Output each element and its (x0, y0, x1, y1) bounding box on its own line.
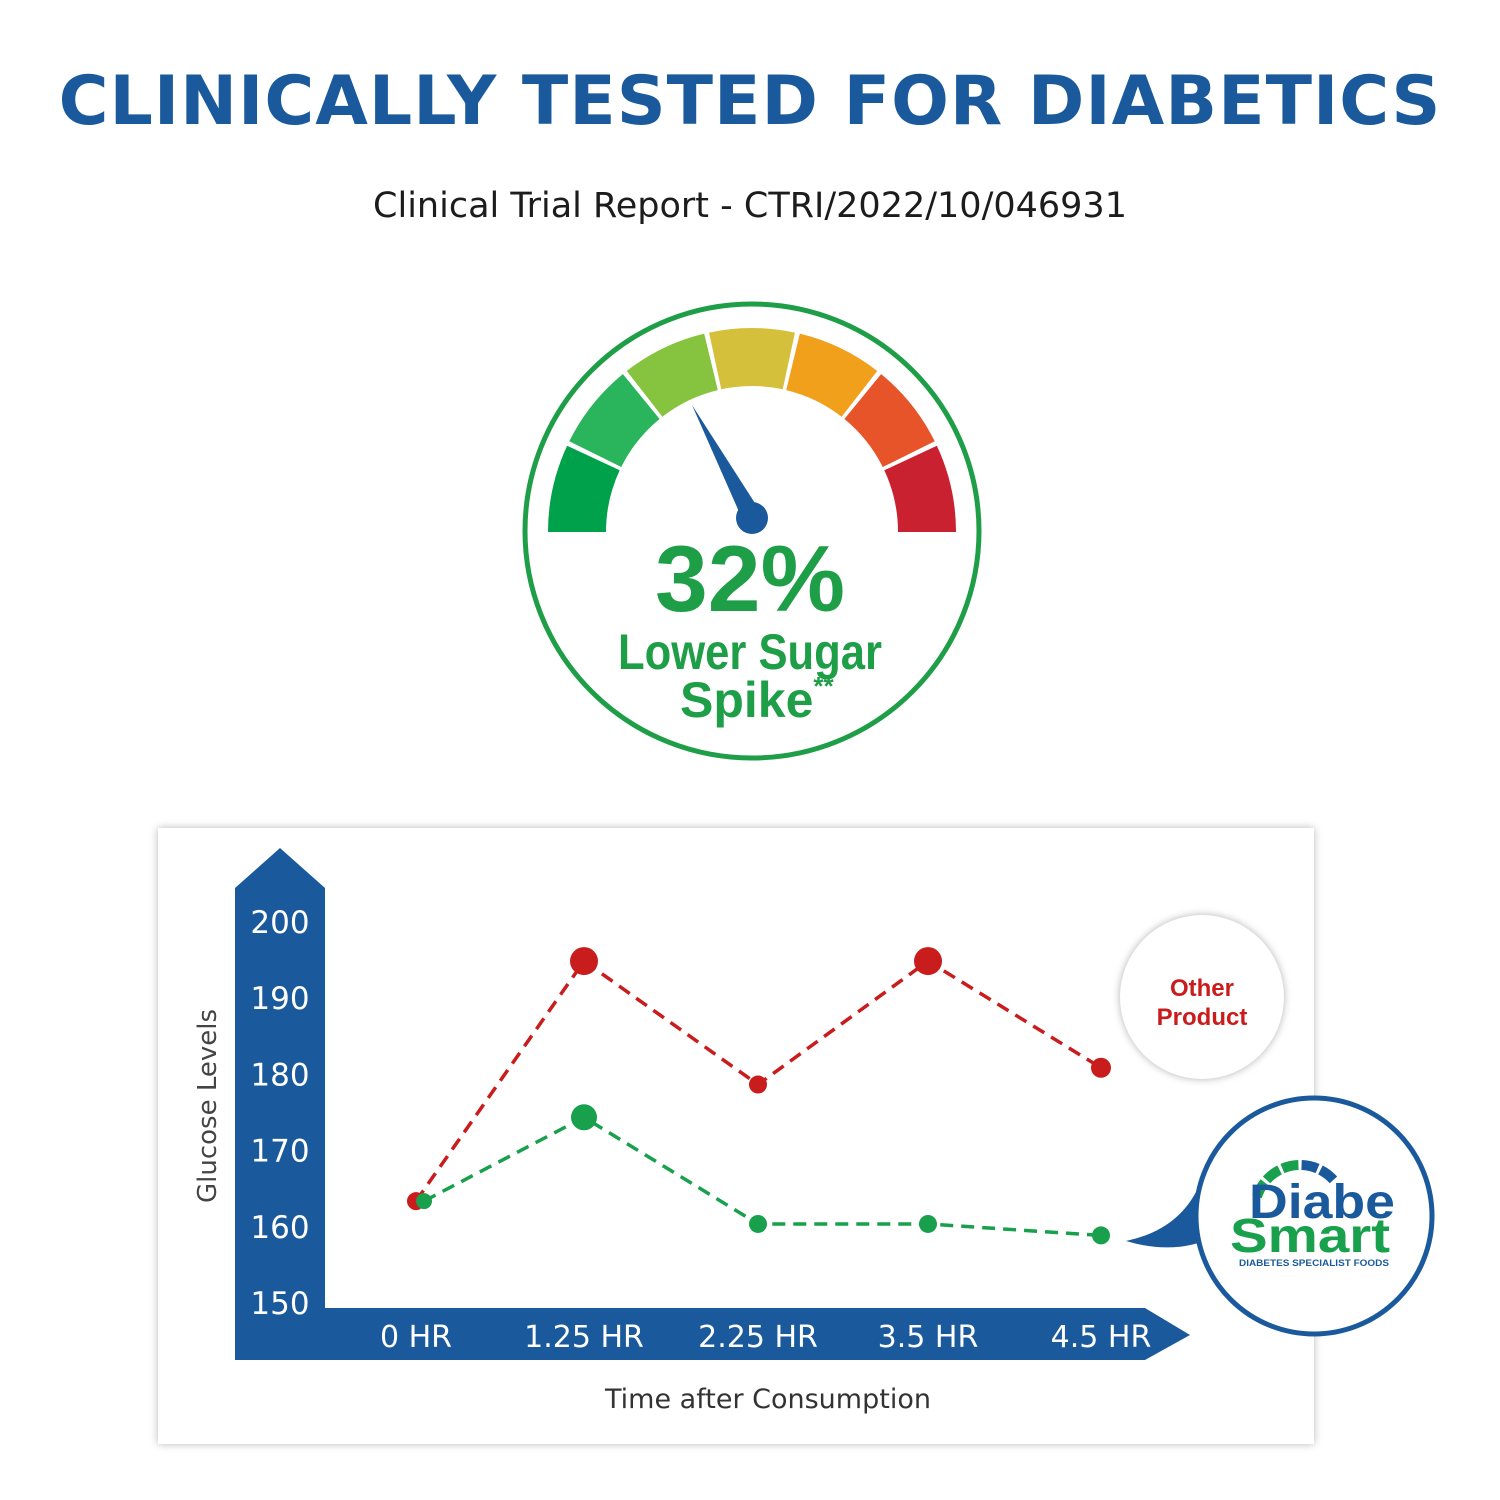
other-product-point (749, 1075, 767, 1094)
gauge-segments (548, 328, 956, 532)
gauge-caption-spike: Spike (680, 672, 813, 728)
other-product-point (1091, 1057, 1111, 1078)
y-tick-label: 170 (250, 1134, 309, 1170)
y-axis-label: Glucose Levels (193, 1009, 223, 1203)
x-axis-label: Time after Consumption (604, 1384, 931, 1415)
gauge-needle (692, 405, 760, 523)
y-tick-labels: 200 190 180 170 160 150 (250, 905, 309, 1322)
gauge-needle-hub (736, 502, 768, 534)
sugar-spike-gauge: 32% Lower Sugar Spike** (522, 301, 982, 761)
diabesmart-point (749, 1214, 767, 1233)
y-tick-label: 190 (250, 981, 309, 1017)
gauge-caption-line2: Spike** (680, 671, 835, 728)
gauge-segment (884, 445, 956, 532)
other-product-badge (1120, 915, 1284, 1079)
other-product-label-line1: Other (1170, 975, 1234, 1002)
glucose-chart: 200 190 180 170 160 150 0 HR 1.25 HR 2.25 HR 3.5… (193, 848, 1284, 1415)
axis-frame (235, 848, 1190, 1360)
x-tick-labels: 0 HR 1.25 HR 2.25 HR 3.5 HR 4.5 HR (380, 1320, 1151, 1355)
brand-arc-segment (1318, 1165, 1338, 1184)
diabesmart-legend (1126, 1188, 1216, 1248)
gauge-segment (786, 333, 878, 417)
gauge-segment (548, 445, 620, 532)
diabesmart-point (919, 1214, 937, 1233)
gauge-segment (626, 333, 718, 417)
x-tick-label: 2.25 HR (698, 1320, 818, 1355)
gauge-percent: 32% (655, 526, 845, 631)
gauge-segment (569, 374, 660, 468)
y-tick-label: 180 (250, 1057, 309, 1093)
other-product-point (914, 947, 942, 976)
other-product-point (570, 947, 598, 976)
callout-tail (1126, 1188, 1216, 1248)
page-title: CLINICALLY TESTED FOR DIABETICS (58, 62, 1442, 141)
diabesmart-point (1092, 1226, 1110, 1245)
other-product-label-line2: Product (1157, 1004, 1248, 1031)
series-layer (407, 947, 1111, 1245)
x-tick-label: 3.5 HR (878, 1320, 979, 1355)
gauge-segment (709, 328, 795, 390)
y-tick-label: 160 (250, 1210, 309, 1246)
x-tick-label: 4.5 HR (1051, 1320, 1152, 1355)
x-tick-label: 0 HR (380, 1320, 452, 1355)
glucose-chart-card: 200 190 180 170 160 150 0 HR 1.25 HR 2.25 HR 3.5… (158, 828, 1314, 1444)
y-tick-label: 200 (250, 905, 309, 941)
other-product-legend: Other Product (1120, 915, 1284, 1079)
gauge-segment (844, 374, 935, 468)
x-tick-label: 1.25 HR (524, 1320, 644, 1355)
diabesmart-point (571, 1104, 597, 1131)
diabesmart-point (416, 1193, 432, 1210)
gauge-caption-line1: Lower Sugar (618, 624, 882, 680)
y-tick-label: 150 (250, 1286, 309, 1322)
gauge-footnote-mark: ** (813, 671, 834, 701)
page-subtitle: Clinical Trial Report - CTRI/2022/10/046… (373, 186, 1127, 226)
